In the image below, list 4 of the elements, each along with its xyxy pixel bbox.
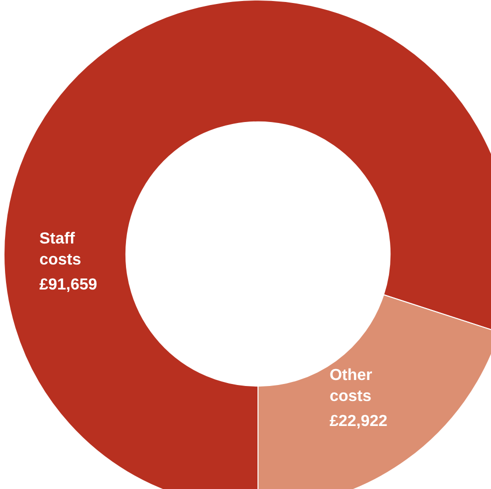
- slice-label: Staff costs: [39, 230, 82, 269]
- slice-label: Other costs: [330, 367, 372, 406]
- data-label: £91,659: [39, 276, 98, 294]
- data-label: £22,922: [330, 413, 388, 430]
